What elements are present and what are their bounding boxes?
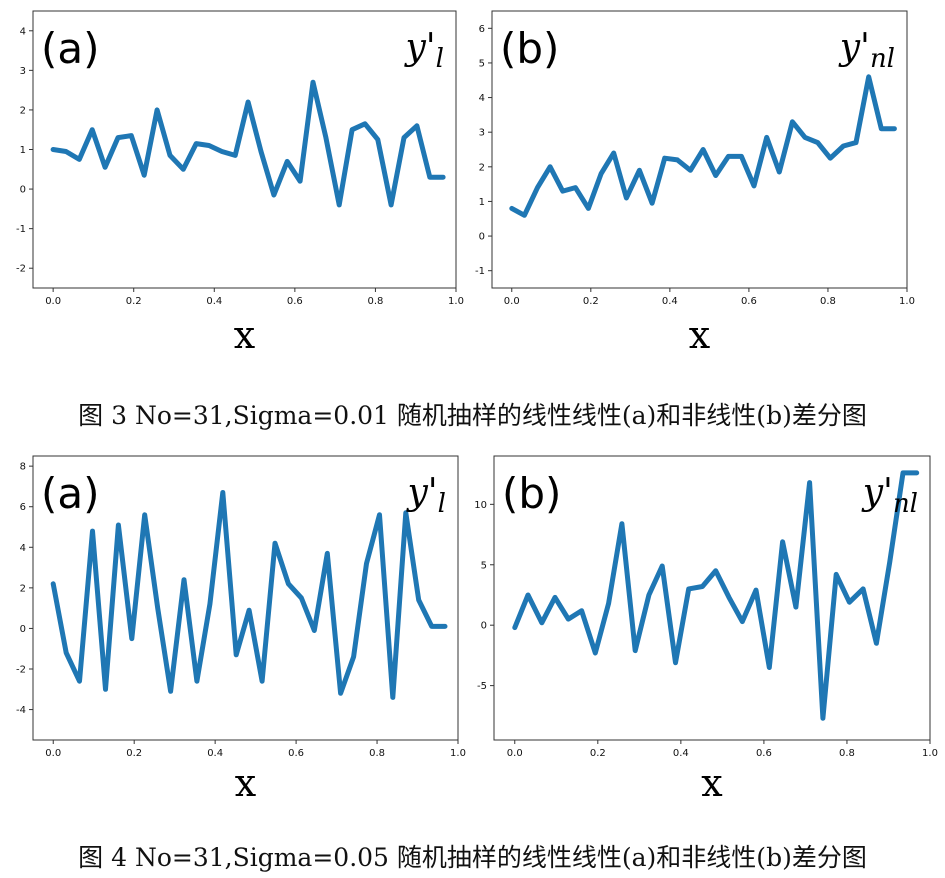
fig3-b-panel-label: (b) xyxy=(500,24,559,73)
fig3-a-y-tick-label: 3 xyxy=(20,66,26,77)
fig4-a-y-tick-label: 2 xyxy=(20,583,26,594)
fig3-a-x-tick-label: 0.0 xyxy=(45,296,61,307)
fig4-b-x-tick-label: 1.0 xyxy=(922,748,938,759)
fig4-b-plot-frame xyxy=(493,455,931,741)
fig3-b-x-tick-label: 0.8 xyxy=(820,296,836,307)
fig4-b-x-tick-label: 0.8 xyxy=(839,748,855,759)
fig3-a-y-tick-label: 0 xyxy=(20,185,26,196)
fig4-a-y-tick-label: -4 xyxy=(16,705,26,716)
fig3-a-x-tick-label: 0.4 xyxy=(206,296,222,307)
fig3-a-x-axis-label: x xyxy=(234,313,255,357)
fig3-a-y-tick-label: 2 xyxy=(20,105,26,116)
fig3-b-x-tick-label: 0.2 xyxy=(583,296,599,307)
fig3-a-series-label: y'l xyxy=(403,27,444,74)
fig4-b-y-tick-label: -5 xyxy=(477,681,487,692)
fig3-b-y-tick-label: 5 xyxy=(479,58,485,69)
fig3-b-y-tick-label: 0 xyxy=(479,232,485,243)
fig4-b-series-label: y'nl xyxy=(861,472,918,519)
fig4-b-x-tick-label: 0.2 xyxy=(590,748,606,759)
fig3-a-y-tick-label: 1 xyxy=(20,145,26,156)
fig4-a-x-tick-label: 0.4 xyxy=(207,748,223,759)
fig4-b-x-tick-label: 0.4 xyxy=(673,748,689,759)
fig4-a-x-tick-label: 1.0 xyxy=(450,748,466,759)
fig4-b-y-tick-label: 10 xyxy=(474,500,487,511)
fig3-b-x-tick-label: 0.4 xyxy=(662,296,678,307)
fig4-a-plot-frame xyxy=(32,455,459,741)
fig3-a-series-line xyxy=(50,79,446,208)
fig4-b-y-tick-label: 5 xyxy=(481,560,487,571)
fig4-a-y-tick-label: 4 xyxy=(20,543,26,554)
fig4-a-y-tick-label: 8 xyxy=(20,462,26,473)
fig4-a-y-tick-label: 0 xyxy=(20,624,26,635)
fig4-a-series-label: y'l xyxy=(405,472,446,519)
fig3-b-x-tick-label: 0.6 xyxy=(741,296,757,307)
fig3-a-panel-label: (a) xyxy=(41,24,100,73)
fig3-a-x-tick-label: 0.2 xyxy=(126,296,142,307)
fig3-b-x-tick-label: 1.0 xyxy=(899,296,915,307)
fig4-a-panel-label: (a) xyxy=(41,469,100,518)
fig3-a-y-tick-label: -2 xyxy=(16,264,26,275)
fig3-b-series-line xyxy=(509,74,897,218)
fig3-a-y-tick-label: 4 xyxy=(20,26,26,37)
fig4-a-x-tick-label: 0.2 xyxy=(126,748,142,759)
fig3-b-y-tick-label: 6 xyxy=(479,24,485,35)
fig4-a-y-tick-label: 6 xyxy=(20,502,26,513)
fig4-b-x-tick-label: 0.6 xyxy=(756,748,772,759)
fig4-b-panel-label: (b) xyxy=(502,469,561,518)
fig4-b-x-axis-label: x xyxy=(701,761,722,805)
fig4-a-x-tick-label: 0.6 xyxy=(288,748,304,759)
fig4-b-x-tick-label: 0.0 xyxy=(507,748,523,759)
fig4-a-x-tick-label: 0.8 xyxy=(369,748,385,759)
fig4-a-series-line xyxy=(50,490,448,700)
fig4-b-series-line xyxy=(512,470,920,721)
fig3-b-y-tick-label: 2 xyxy=(479,162,485,173)
figure-4-caption: 图 4 No=31,Sigma=0.05 随机抽样的线性线性(a)和非线性(b)… xyxy=(78,843,867,872)
fig3-a-x-tick-label: 1.0 xyxy=(448,296,464,307)
fig4-a-y-tick-label: -2 xyxy=(16,665,26,676)
fig3-b-x-tick-label: 0.0 xyxy=(504,296,520,307)
fig3-b-y-tick-label: 1 xyxy=(479,197,485,208)
fig3-a-y-tick-label: -1 xyxy=(16,224,26,235)
fig4-a-x-axis-label: x xyxy=(235,761,256,805)
fig3-b-x-axis-label: x xyxy=(689,313,710,357)
fig3-b-y-tick-label: 3 xyxy=(479,128,485,139)
fig3-b-y-tick-label: -1 xyxy=(475,266,485,277)
figure-3-caption: 图 3 No=31,Sigma=0.01 随机抽样的线性线性(a)和非线性(b)… xyxy=(78,401,867,430)
fig3-a-x-tick-label: 0.8 xyxy=(367,296,383,307)
fig4-b-y-tick-label: 0 xyxy=(481,621,487,632)
fig3-b-plot-frame xyxy=(491,10,908,289)
fig3-a-x-tick-label: 0.6 xyxy=(287,296,303,307)
fig3-b-y-tick-label: 4 xyxy=(479,93,485,104)
fig4-a-x-tick-label: 0.0 xyxy=(45,748,61,759)
fig3-b-series-label: y'nl xyxy=(838,27,895,74)
